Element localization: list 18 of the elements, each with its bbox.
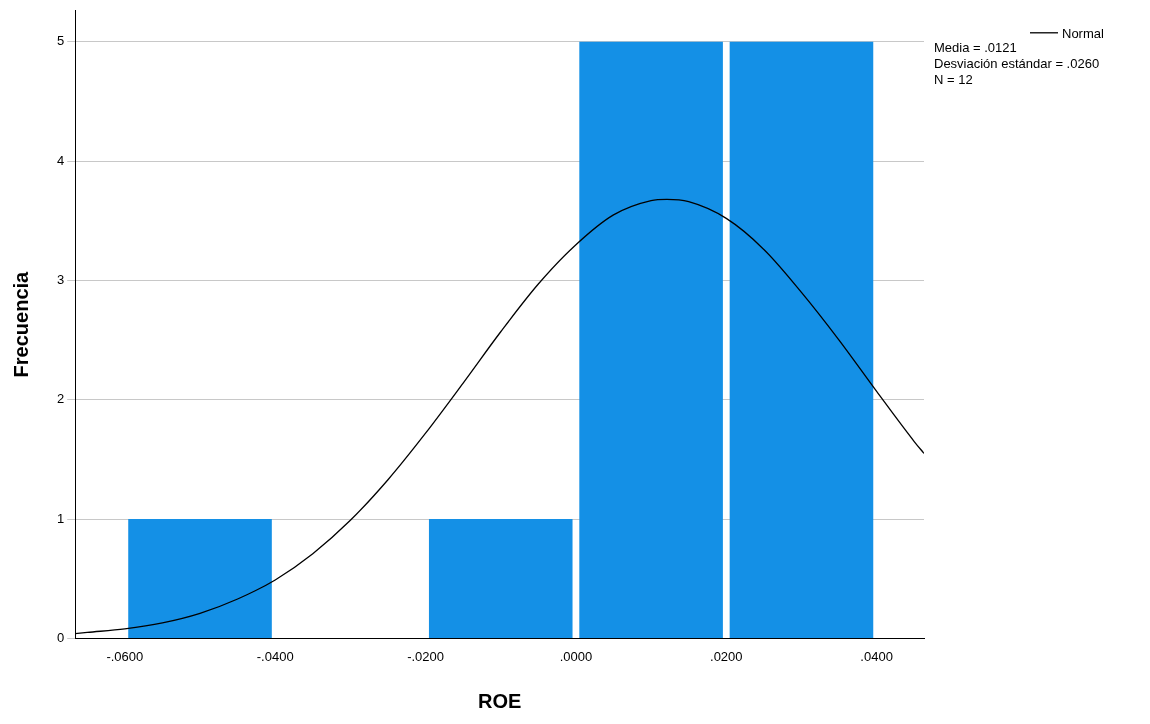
text: Desviación estándar = .0260: [934, 56, 1100, 72]
x-tick-label: .0400: [860, 648, 893, 664]
y-tick-label: 5: [57, 33, 65, 49]
y-tick-label: 0: [57, 629, 65, 645]
text: Media = .0121: [934, 40, 1017, 56]
x-tick-label: .0000: [559, 648, 593, 664]
y-axis-title: Frecuencia: [9, 270, 32, 378]
x-axis-title: ROE: [477, 689, 522, 712]
y-tick-label: 3: [57, 272, 65, 288]
text: N = 12: [934, 72, 973, 88]
x-tick-label: -.0600: [106, 648, 144, 664]
y-tick-label: 2: [57, 391, 65, 407]
legend-label: Normal: [1062, 26, 1105, 42]
y-tick-label: 1: [57, 510, 65, 526]
x-tick-label: -.0400: [256, 648, 294, 664]
x-tick-label: -.0200: [407, 648, 444, 664]
y-tick-label: 4: [57, 152, 65, 168]
x-tick-label: .0200: [710, 648, 743, 664]
